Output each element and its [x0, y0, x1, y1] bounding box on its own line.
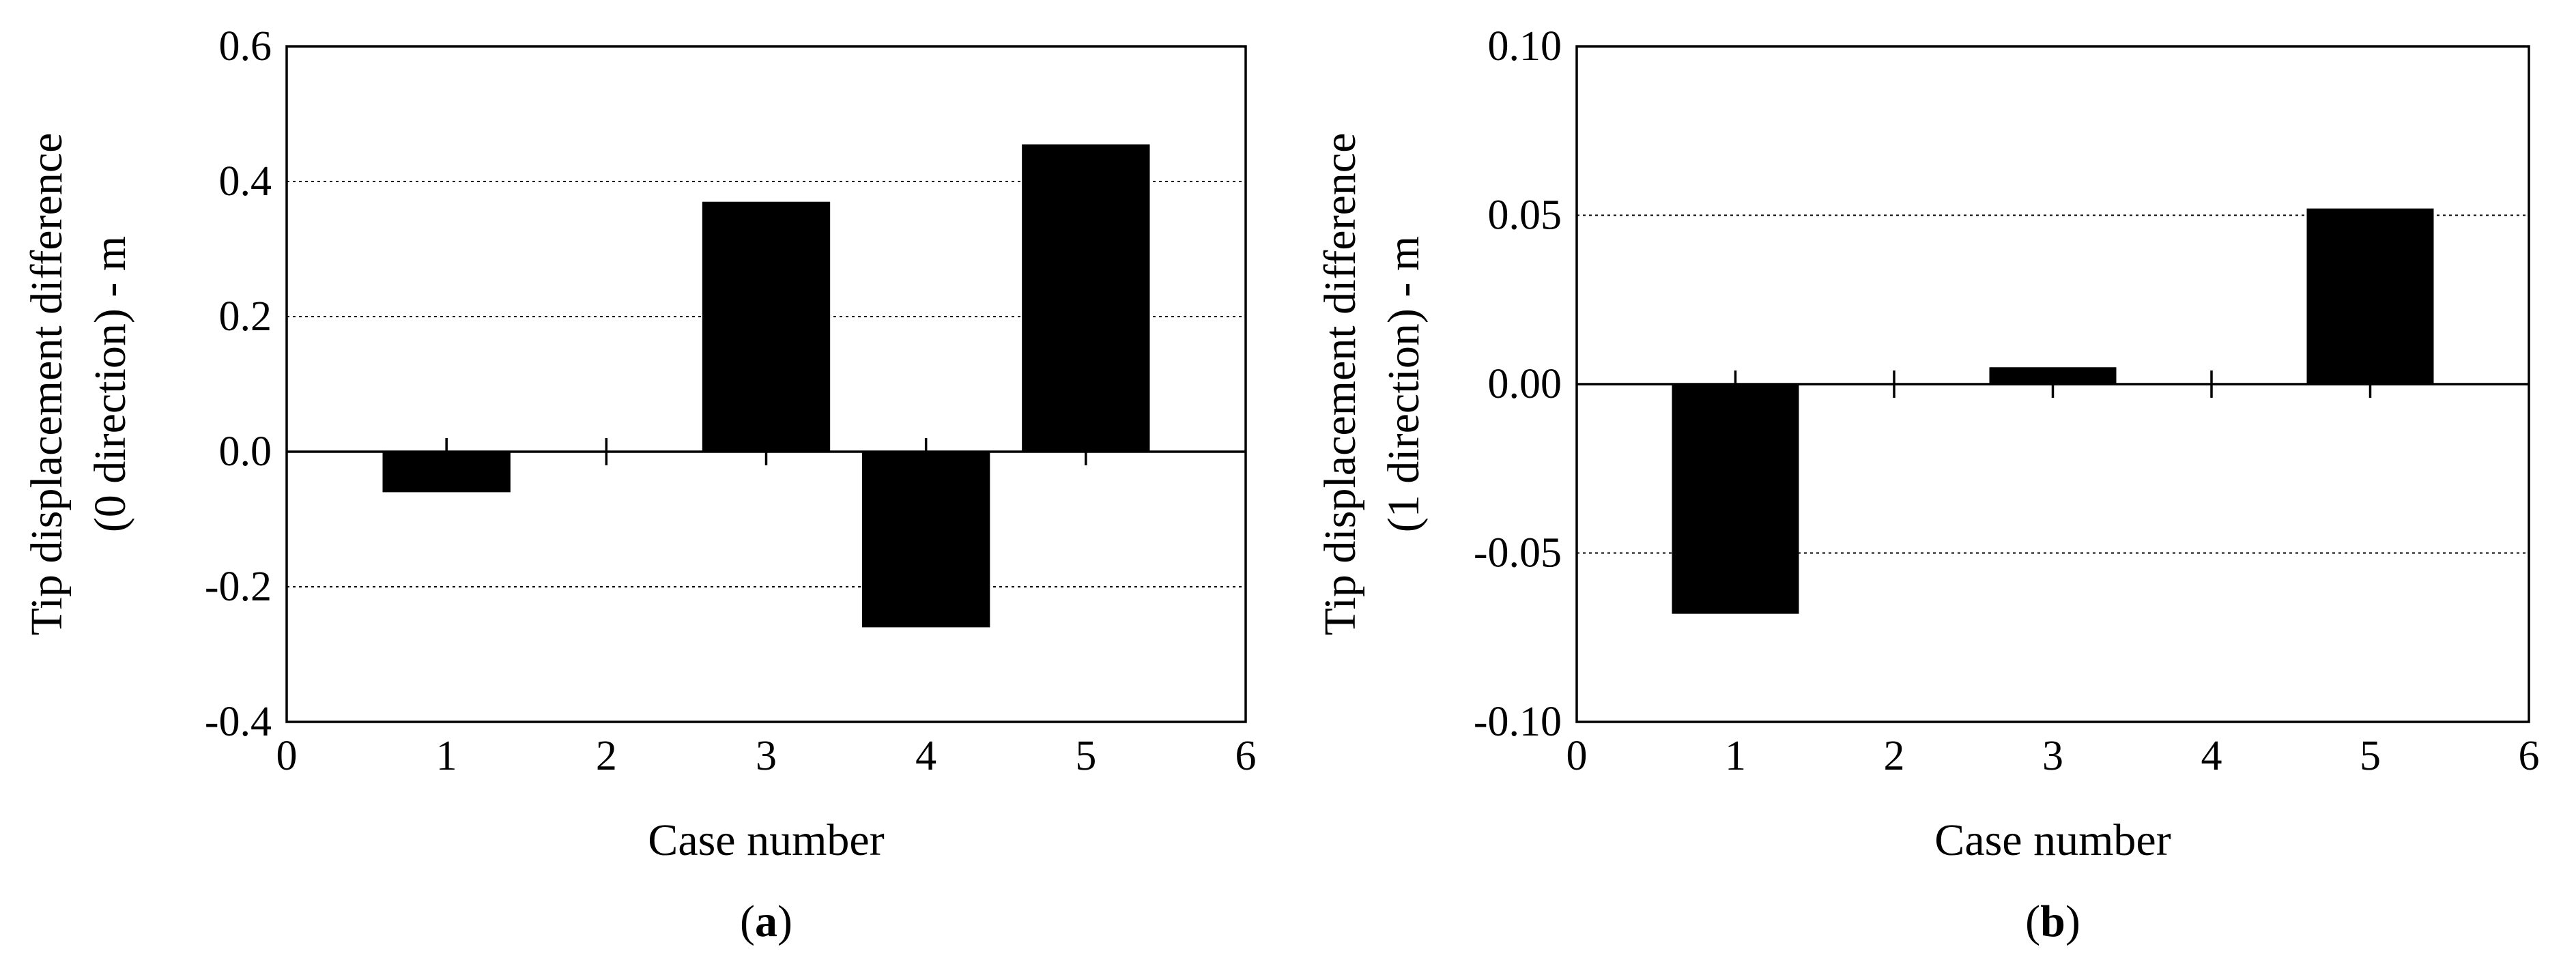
y-tick-label: -0.10	[1474, 699, 1562, 745]
y-tick-label: 0.10	[1488, 23, 1562, 70]
y-axis-title-line-1: Tip displacement difference	[1315, 133, 1365, 636]
x-tick-label: 4	[915, 733, 936, 779]
bar-case-5	[1022, 144, 1150, 452]
y-tick-label: -0.2	[205, 564, 272, 610]
x-tick-label: 1	[436, 733, 457, 779]
x-tick-label: 4	[2201, 733, 2222, 779]
chart-panel-a: -0.4 -0.2 0.0 0.2 0.4 0.6 0 1 2 3 4 5 6 Case number Ti…	[22, 23, 1257, 946]
y-axis-title-line-2: (1 direction) - m	[1379, 236, 1429, 532]
y-axis-title-line-1: Tip displacement difference	[22, 133, 72, 636]
bar-case-1	[1672, 384, 1799, 614]
x-tick-label: 2	[1884, 733, 1905, 779]
x-tick-label: 2	[596, 733, 617, 779]
x-tick-label: 5	[2360, 733, 2381, 779]
y-tick-label: -0.4	[205, 699, 272, 745]
panel-label: (a)	[740, 897, 792, 946]
y-tick-label: 0.00	[1488, 361, 1562, 407]
x-tick-label: 6	[2519, 733, 2540, 779]
chart-panel-b: -0.10 -0.05 0.00 0.05 0.10 0 1 2 3 4 5 6 Case number…	[1315, 23, 2540, 946]
x-axis-title: Case number	[1934, 815, 2171, 865]
bar-case-5	[2306, 208, 2434, 384]
bar-case-4	[862, 452, 990, 628]
panel-label: (b)	[2025, 897, 2080, 946]
y-tick-label: 0.0	[219, 428, 272, 475]
y-axis-title-line-2: (0 direction) - m	[85, 236, 135, 532]
x-tick-label: 0	[1566, 733, 1588, 779]
x-tick-label: 5	[1075, 733, 1096, 779]
x-tick-label: 6	[1235, 733, 1257, 779]
x-tick-label: 3	[756, 733, 777, 779]
x-tick-label: 1	[1725, 733, 1746, 779]
y-tick-label: 0.6	[219, 23, 272, 70]
y-tick-label: 0.4	[219, 158, 272, 205]
x-tick-label: 3	[2042, 733, 2063, 779]
x-tick-label: 0	[276, 733, 298, 779]
plot-frame	[1575, 45, 2530, 723]
x-axis-title: Case number	[648, 815, 884, 865]
y-tick-label: -0.05	[1474, 530, 1562, 577]
bar-case-3	[702, 201, 831, 452]
y-tick-label: 0.2	[219, 293, 272, 340]
plot-frame	[285, 45, 1247, 723]
y-tick-label: 0.05	[1488, 192, 1562, 239]
